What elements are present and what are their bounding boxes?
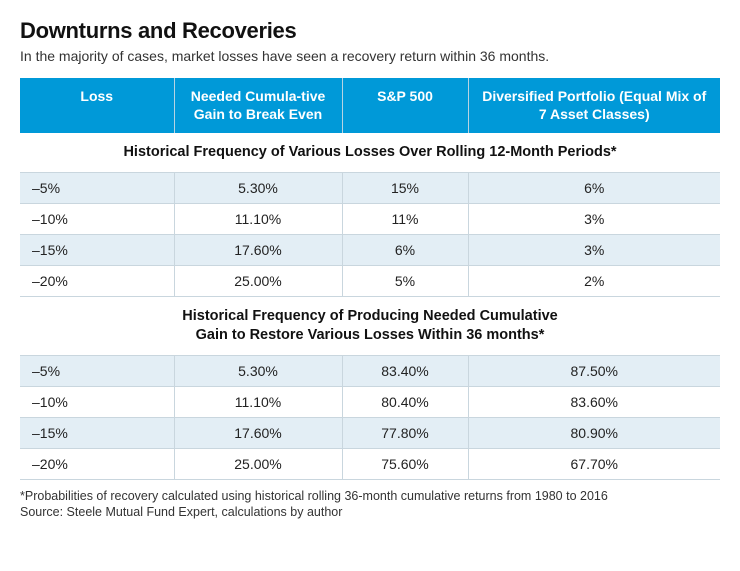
cell-sp: 11%	[342, 203, 468, 234]
cell-div: 6%	[468, 172, 720, 203]
section-2-header: Historical Frequency of Producing Needed…	[20, 296, 720, 355]
table-row: –5% 5.30% 83.40% 87.50%	[20, 355, 720, 386]
cell-gain: 5.30%	[174, 355, 342, 386]
cell-sp: 5%	[342, 265, 468, 296]
section-2-title: Historical Frequency of Producing Needed…	[20, 296, 720, 355]
header-row: Loss Needed Cumula‐tive Gain to Break Ev…	[20, 78, 720, 133]
cell-sp: 75.60%	[342, 448, 468, 479]
table-row: –15% 17.60% 6% 3%	[20, 234, 720, 265]
cell-div: 3%	[468, 234, 720, 265]
page-subtitle: In the majority of cases, market losses …	[20, 48, 720, 64]
footnote-line-1: *Probabilities of recovery calculated us…	[20, 488, 720, 505]
cell-div: 80.90%	[468, 417, 720, 448]
cell-loss: –10%	[20, 386, 174, 417]
cell-loss: –10%	[20, 203, 174, 234]
cell-loss: –20%	[20, 265, 174, 296]
cell-gain: 17.60%	[174, 417, 342, 448]
table-row: –15% 17.60% 77.80% 80.90%	[20, 417, 720, 448]
cell-gain: 11.10%	[174, 386, 342, 417]
cell-sp: 80.40%	[342, 386, 468, 417]
cell-div: 83.60%	[468, 386, 720, 417]
cell-div: 67.70%	[468, 448, 720, 479]
cell-loss: –5%	[20, 355, 174, 386]
cell-div: 87.50%	[468, 355, 720, 386]
cell-gain: 5.30%	[174, 172, 342, 203]
cell-div: 2%	[468, 265, 720, 296]
cell-loss: –20%	[20, 448, 174, 479]
col-diversified: Diversified Portfolio (Equal Mix of 7 As…	[468, 78, 720, 133]
page-title: Downturns and Recoveries	[20, 18, 720, 44]
cell-loss: –15%	[20, 417, 174, 448]
cell-sp: 77.80%	[342, 417, 468, 448]
section-1-title: Historical Frequency of Various Losses O…	[20, 133, 720, 172]
cell-div: 3%	[468, 203, 720, 234]
col-gain: Needed Cumula‐tive Gain to Break Even	[174, 78, 342, 133]
cell-gain: 25.00%	[174, 448, 342, 479]
col-loss: Loss	[20, 78, 174, 133]
cell-sp: 15%	[342, 172, 468, 203]
cell-gain: 11.10%	[174, 203, 342, 234]
table-row: –10% 11.10% 80.40% 83.60%	[20, 386, 720, 417]
cell-gain: 17.60%	[174, 234, 342, 265]
table-row: –5% 5.30% 15% 6%	[20, 172, 720, 203]
downturns-table: Loss Needed Cumula‐tive Gain to Break Ev…	[20, 78, 720, 480]
col-sp500: S&P 500	[342, 78, 468, 133]
table-row: –20% 25.00% 5% 2%	[20, 265, 720, 296]
cell-loss: –5%	[20, 172, 174, 203]
cell-gain: 25.00%	[174, 265, 342, 296]
footnote-line-2: Source: Steele Mutual Fund Expert, calcu…	[20, 504, 720, 521]
table-row: –20% 25.00% 75.60% 67.70%	[20, 448, 720, 479]
cell-sp: 6%	[342, 234, 468, 265]
section-1-header: Historical Frequency of Various Losses O…	[20, 133, 720, 172]
cell-loss: –15%	[20, 234, 174, 265]
footnote: *Probabilities of recovery calculated us…	[20, 488, 720, 522]
cell-sp: 83.40%	[342, 355, 468, 386]
table-row: –10% 11.10% 11% 3%	[20, 203, 720, 234]
